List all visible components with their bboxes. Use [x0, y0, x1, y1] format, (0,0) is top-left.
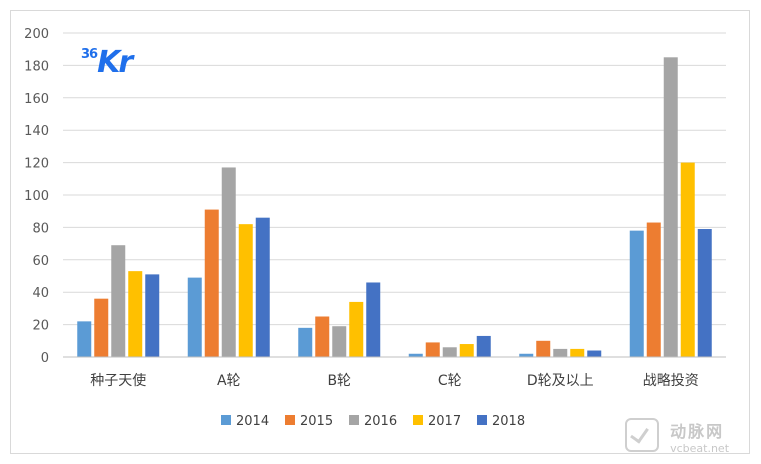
- chart-frame: 0 20 40 60 80 100 120 140 160 180 200 种子天使 A轮 B轮 C轮 D轮…: [10, 10, 750, 454]
- x-category-label: C轮: [438, 373, 462, 389]
- bar: [442, 347, 457, 357]
- legend-label: 2017: [428, 414, 461, 429]
- bar: [315, 316, 330, 357]
- bar: [536, 340, 551, 357]
- legend-swatch: [221, 415, 231, 425]
- x-category-label: 种子天使: [90, 372, 146, 389]
- y-tick-label: 180: [24, 59, 49, 74]
- y-tick-label: 100: [24, 189, 49, 204]
- x-category-label: D轮及以上: [527, 373, 594, 389]
- watermark-url: vcbeat.net: [670, 442, 730, 455]
- legend-swatch: [413, 415, 423, 425]
- y-tick-label: 60: [32, 254, 49, 269]
- bar: [111, 245, 126, 357]
- vcbeat-watermark: 动脉网 vcbeat.net: [625, 418, 729, 455]
- bar: [629, 230, 644, 357]
- bar: [255, 217, 270, 357]
- y-tick-label: 120: [24, 157, 49, 172]
- bar: [680, 162, 695, 357]
- vcbeat-logo-icon: [625, 418, 659, 452]
- bar: [128, 271, 143, 357]
- x-category-label: A轮: [217, 373, 241, 389]
- bar: [476, 335, 491, 357]
- bar: [332, 326, 347, 357]
- x-category-label: 战略投资: [643, 373, 699, 389]
- legend-swatch: [477, 415, 487, 425]
- bar: [587, 350, 602, 357]
- legend-label: 2014: [236, 414, 269, 429]
- gridlines: [63, 32, 726, 326]
- legend-swatch: [285, 415, 295, 425]
- y-tick-label: 140: [24, 124, 49, 139]
- x-category-label: B轮: [327, 373, 351, 389]
- logo-number: 36: [81, 47, 98, 62]
- bar: [221, 167, 236, 357]
- watermark-cn: 动脉网: [670, 422, 725, 441]
- bar: [94, 298, 109, 357]
- bar: [349, 301, 364, 357]
- legend-label: 2015: [300, 414, 333, 429]
- bar: [204, 209, 219, 357]
- bar: [298, 327, 313, 357]
- y-tick-label: 200: [24, 27, 49, 42]
- x-axis-categories: 种子天使 A轮 B轮 C轮 D轮及以上 战略投资: [90, 372, 699, 389]
- bar: [366, 282, 381, 357]
- bar: [238, 224, 253, 357]
- y-axis-ticks: 0 20 40 60 80 100 120 140 160 180 200: [24, 27, 49, 366]
- 36kr-logo: 36Kr: [81, 45, 133, 80]
- bar-chart: 0 20 40 60 80 100 120 140 160 180 200 种子天使 A轮 B轮 C轮 D轮…: [24, 27, 726, 429]
- y-tick-label: 160: [24, 92, 49, 107]
- bar: [459, 344, 474, 357]
- bar: [697, 229, 712, 357]
- y-tick-label: 0: [41, 351, 49, 366]
- bar: [519, 353, 534, 357]
- bar: [408, 353, 423, 357]
- legend: 2014 2015 2016 2017 2018: [221, 414, 525, 429]
- legend-label: 2016: [364, 414, 397, 429]
- y-tick-label: 20: [32, 319, 49, 334]
- bar: [187, 277, 202, 357]
- legend-label: 2018: [492, 414, 525, 429]
- bar: [663, 57, 678, 358]
- bar: [646, 222, 661, 357]
- bars: [77, 57, 712, 358]
- legend-swatch: [349, 415, 359, 425]
- bar: [145, 274, 160, 357]
- logo-kr: Kr: [97, 45, 133, 80]
- y-tick-label: 80: [32, 221, 49, 236]
- y-tick-label: 40: [32, 286, 49, 301]
- bar: [425, 342, 440, 357]
- bar: [553, 348, 568, 357]
- bar: [570, 348, 585, 357]
- bar: [77, 321, 92, 357]
